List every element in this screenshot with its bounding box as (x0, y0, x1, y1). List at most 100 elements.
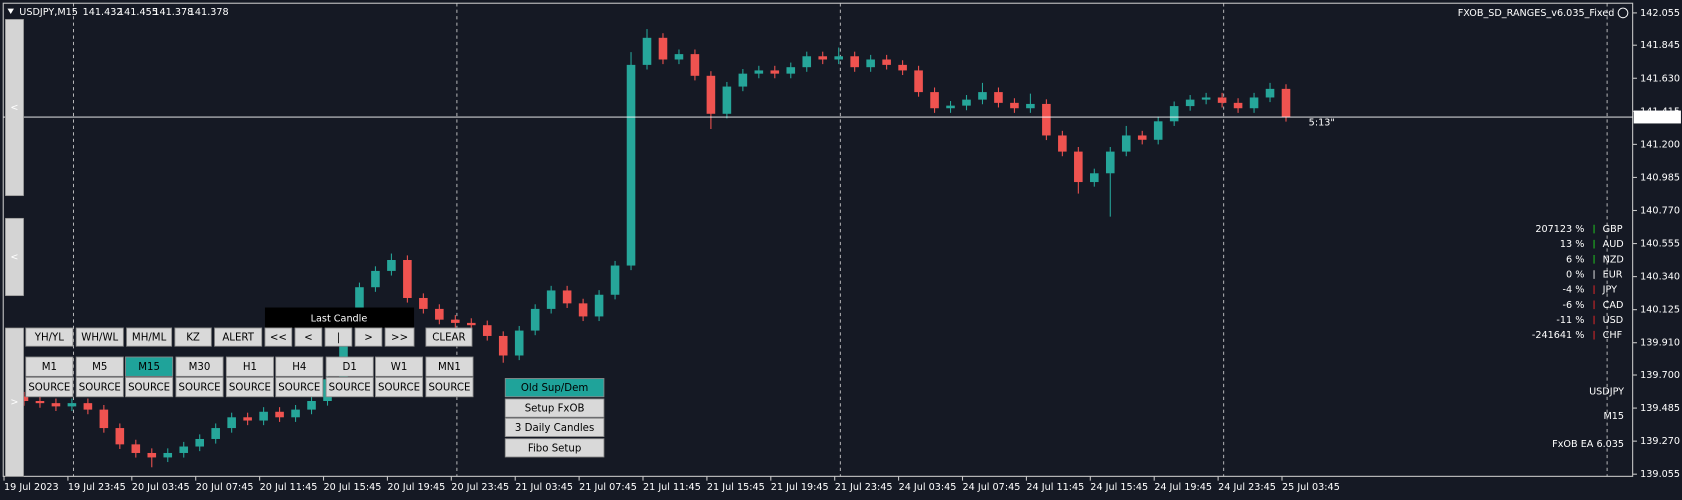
x-tick-label: 19 Jul 2023 (4, 482, 59, 493)
tool-button[interactable] (504, 417, 605, 437)
timeframe-button[interactable] (125, 356, 174, 377)
timeframe-button[interactable] (275, 356, 324, 377)
side-tab[interactable] (5, 19, 24, 197)
y-tick-label: 139.910 (1640, 338, 1680, 349)
candle-body (1185, 99, 1195, 107)
control-button[interactable] (264, 327, 293, 347)
candle-body (658, 37, 668, 60)
x-tick-label: 21 Jul 19:45 (771, 482, 829, 493)
control-button-label: << (270, 333, 287, 344)
control-button[interactable] (214, 327, 263, 347)
control-button[interactable] (354, 327, 383, 347)
control-button[interactable] (324, 327, 353, 347)
candle-body (83, 403, 93, 410)
x-tick-label: 21 Jul 11:45 (643, 482, 701, 493)
side-tab[interactable] (5, 327, 24, 477)
source-button-label: SOURCE (128, 383, 170, 394)
candle-body (530, 308, 540, 331)
ui-overlay: USDJPY,M15 FXOB_SD_RANGES_v6.035_Fixed 5… (5, 7, 1629, 477)
header-price: 141.378 (189, 7, 229, 18)
x-tick-label: 21 Jul 23:45 (835, 482, 893, 493)
source-button[interactable] (425, 376, 474, 398)
source-button[interactable] (125, 376, 174, 398)
strength-currency: EUR (1603, 270, 1623, 281)
timeframe-button[interactable] (425, 356, 474, 377)
timeframe-button[interactable] (325, 356, 374, 377)
x-tick-label: 20 Jul 07:45 (196, 482, 254, 493)
candle-body (722, 86, 732, 114)
candle-body (403, 260, 412, 298)
candle-body (1169, 106, 1179, 122)
side-tab[interactable] (5, 217, 24, 297)
x-tick-label: 25 Jul 03:45 (1282, 482, 1340, 493)
tool-button[interactable] (504, 438, 605, 458)
last-candle-box (264, 307, 415, 328)
control-button[interactable] (75, 327, 124, 347)
control-button[interactable] (126, 327, 173, 347)
source-button[interactable] (325, 376, 374, 398)
candle-body (514, 330, 524, 356)
candle-body (706, 75, 716, 114)
source-button-label: SOURCE (229, 383, 271, 394)
source-button-label: SOURCE (79, 383, 121, 394)
candle-body (115, 428, 125, 445)
timeframe-button[interactable] (375, 356, 424, 377)
candle-body (195, 438, 204, 447)
candle-body (211, 428, 220, 439)
source-button[interactable] (275, 376, 324, 398)
candle-body (930, 92, 939, 109)
x-tick-label: 24 Jul 15:45 (1090, 482, 1148, 493)
menu-triangle[interactable] (7, 8, 14, 14)
info-period: M15 (1603, 411, 1624, 422)
candle-body (275, 411, 284, 418)
y-tick-label: 141.845 (1640, 40, 1680, 51)
timeframe-button[interactable] (225, 356, 274, 377)
source-button-label: SOURCE (28, 383, 70, 394)
tool-button[interactable] (504, 378, 605, 398)
candle-body (1026, 103, 1035, 109)
control-button-label: | (337, 333, 340, 344)
timeframe-button[interactable] (75, 356, 124, 377)
control-button[interactable] (174, 327, 212, 347)
control-button-label: WH/WL (81, 333, 118, 344)
last-candle-label: Last Candle (311, 313, 368, 324)
strength-currency: AUD (1603, 239, 1624, 250)
y-tick-label: 141.630 (1640, 73, 1680, 84)
candle-body (610, 265, 620, 295)
candle-body (1121, 135, 1131, 152)
source-button[interactable] (175, 376, 224, 398)
source-button[interactable] (75, 376, 124, 398)
tool-button-label: Setup FxOB (525, 404, 585, 415)
candle-body (1105, 151, 1115, 174)
candle-body (850, 56, 859, 68)
candle-body (754, 70, 764, 74)
tool-button[interactable] (504, 398, 605, 418)
control-button[interactable] (384, 327, 415, 347)
source-button[interactable] (375, 376, 424, 398)
strength-value: -4 % (1563, 285, 1585, 296)
candle-body (562, 290, 572, 304)
candle-timer: 5:13" (1309, 118, 1335, 129)
candle-body (307, 401, 316, 410)
source-button[interactable] (25, 376, 74, 398)
candle-body (1058, 135, 1067, 152)
strength-value: 6 % (1566, 254, 1584, 265)
source-button[interactable] (225, 376, 274, 398)
control-button[interactable] (25, 327, 74, 347)
control-button[interactable] (425, 327, 473, 347)
candle-body (466, 322, 476, 326)
control-button[interactable] (294, 327, 323, 347)
candle-body (451, 319, 460, 323)
candle-body (482, 325, 492, 336)
timeframe-button[interactable] (25, 356, 74, 377)
candle-body (131, 444, 141, 453)
candle-body (387, 260, 396, 271)
candle-body (1074, 151, 1083, 183)
control-button-label: YH/YL (34, 333, 65, 344)
chart-frame (2, 2, 1634, 477)
control-button-label: < (304, 333, 313, 344)
strength-currency: CHF (1603, 330, 1623, 341)
candle-body (179, 446, 189, 453)
timeframe-button-label: M5 (92, 362, 107, 373)
timeframe-button[interactable] (175, 356, 224, 377)
